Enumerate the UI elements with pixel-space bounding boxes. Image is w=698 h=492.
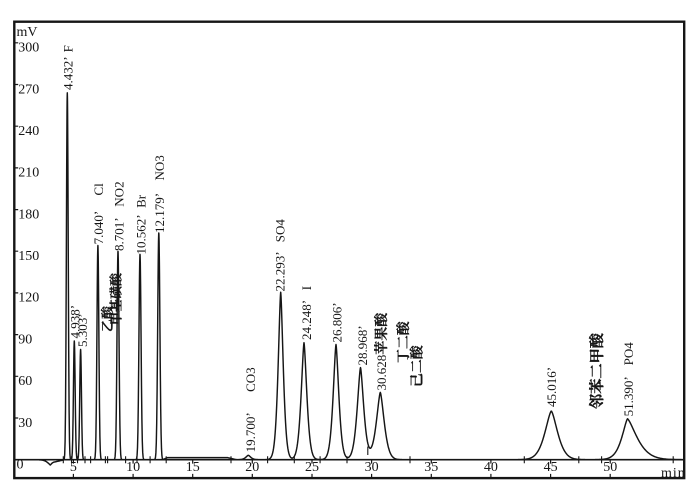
svg-text:60: 60 — [18, 374, 32, 389]
svg-text:30: 30 — [18, 416, 32, 431]
svg-text:90: 90 — [18, 332, 32, 347]
svg-text:51.390’: 51.390’ — [621, 376, 636, 416]
svg-text:min: min — [661, 466, 686, 481]
svg-text:40: 40 — [484, 460, 498, 475]
svg-text:4.938’: 4.938’ — [68, 305, 83, 339]
svg-text:4.432’: 4.432’ — [61, 56, 76, 90]
svg-text:NO3: NO3 — [152, 155, 167, 180]
svg-text:PO4: PO4 — [621, 342, 636, 366]
svg-text:20: 20 — [245, 460, 259, 475]
svg-text:150: 150 — [18, 249, 39, 264]
svg-text:30: 30 — [365, 460, 379, 475]
svg-text:NO2: NO2 — [112, 181, 127, 206]
svg-text:5.303’: 5.303’ — [75, 313, 90, 347]
svg-text:10.562’: 10.562’ — [134, 214, 149, 254]
svg-text:5: 5 — [70, 460, 77, 475]
svg-text:12.179’: 12.179’ — [152, 193, 167, 233]
svg-text:SO4: SO4 — [273, 219, 288, 243]
svg-text:300: 300 — [18, 41, 39, 56]
svg-text:F: F — [61, 45, 76, 52]
svg-text:24.248’: 24.248’ — [299, 300, 314, 340]
svg-text:26.806’: 26.806’ — [330, 302, 345, 342]
svg-text:mV: mV — [17, 25, 38, 40]
svg-text:45.016’: 45.016’ — [544, 367, 559, 407]
svg-text:CO3: CO3 — [243, 367, 258, 392]
svg-text:28.968’: 28.968’ — [355, 325, 370, 365]
svg-text:I: I — [299, 286, 314, 290]
svg-text:10: 10 — [126, 460, 140, 475]
svg-text:8.701’: 8.701’ — [112, 217, 127, 251]
svg-text:25: 25 — [305, 460, 319, 475]
svg-text:270: 270 — [18, 82, 39, 97]
svg-text:210: 210 — [18, 166, 39, 181]
svg-text:0: 0 — [17, 457, 24, 472]
svg-text:240: 240 — [18, 124, 39, 139]
svg-text:19.700’: 19.700’ — [243, 412, 258, 452]
svg-text:120: 120 — [18, 291, 39, 306]
svg-text:Cl: Cl — [91, 183, 106, 196]
svg-text:Br: Br — [134, 194, 149, 208]
svg-text:180: 180 — [18, 207, 39, 222]
svg-text:7.040’: 7.040’ — [91, 211, 106, 245]
svg-text:15: 15 — [186, 460, 200, 475]
svg-text:35: 35 — [424, 460, 438, 475]
svg-text:22.293’: 22.293’ — [273, 251, 288, 291]
svg-text:45: 45 — [544, 460, 558, 475]
svg-text:30.628: 30.628 — [374, 355, 389, 391]
svg-text:50: 50 — [603, 460, 617, 475]
